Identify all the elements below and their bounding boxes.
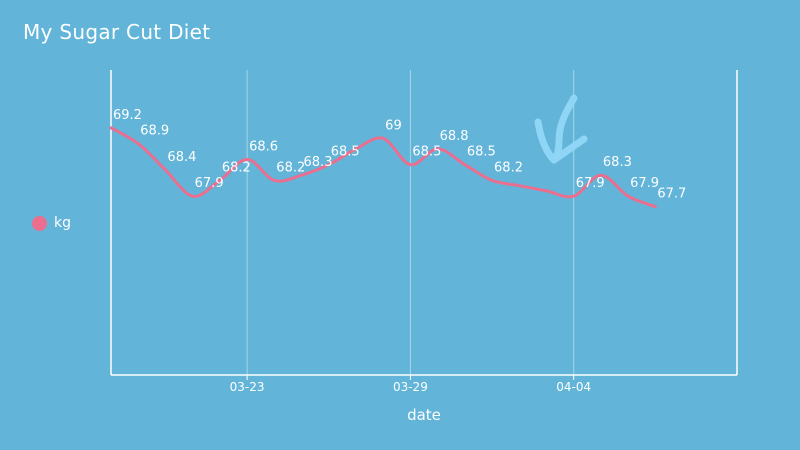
series-line-kg [109,126,657,209]
data-label-03-19: 68.9 [140,124,169,139]
grid-lines [246,70,575,380]
data-label-03-29: 68.5 [412,145,441,160]
legend-label: kg [54,215,71,231]
x-tick-label-03-29: 03-29 [393,380,428,394]
legend-swatch [32,215,47,231]
x-tick-label-03-23: 03-23 [230,380,265,394]
data-label-03-31: 68.5 [467,145,496,160]
data-label-04-07: 67.7 [657,187,686,202]
legend[interactable]: kg [32,215,71,231]
annotation-arrow-icon [534,94,588,164]
data-label-04-01: 68.2 [494,160,523,175]
data-label-03-18: 69.2 [113,108,142,123]
data-label-03-21: 67.9 [195,176,224,191]
data-labels: 69.268.968.467.968.268.668.268.368.56968… [113,108,686,202]
arrow-head [534,118,588,164]
data-label-03-28: 69 [385,118,402,133]
data-label-03-25: 68.3 [304,155,333,170]
x-tick-labels: 03-23 03-29 04-04 [230,380,591,394]
data-label-03-23: 68.6 [249,139,278,154]
data-label-04-05: 68.3 [603,155,632,170]
data-label-03-24: 68.2 [276,160,305,175]
x-axis-title: date [407,406,441,424]
data-label-04-06: 67.9 [630,176,659,191]
x-tick-label-04-04: 04-04 [556,380,591,394]
chart-title: My Sugar Cut Diet [23,20,211,44]
data-label-03-20: 68.4 [167,150,196,165]
data-label-03-30: 68.8 [440,129,469,144]
data-label-04-04: 67.9 [576,176,605,191]
axes [110,70,738,376]
data-label-03-22: 68.2 [222,160,251,175]
data-label-03-26: 68.5 [331,145,360,160]
